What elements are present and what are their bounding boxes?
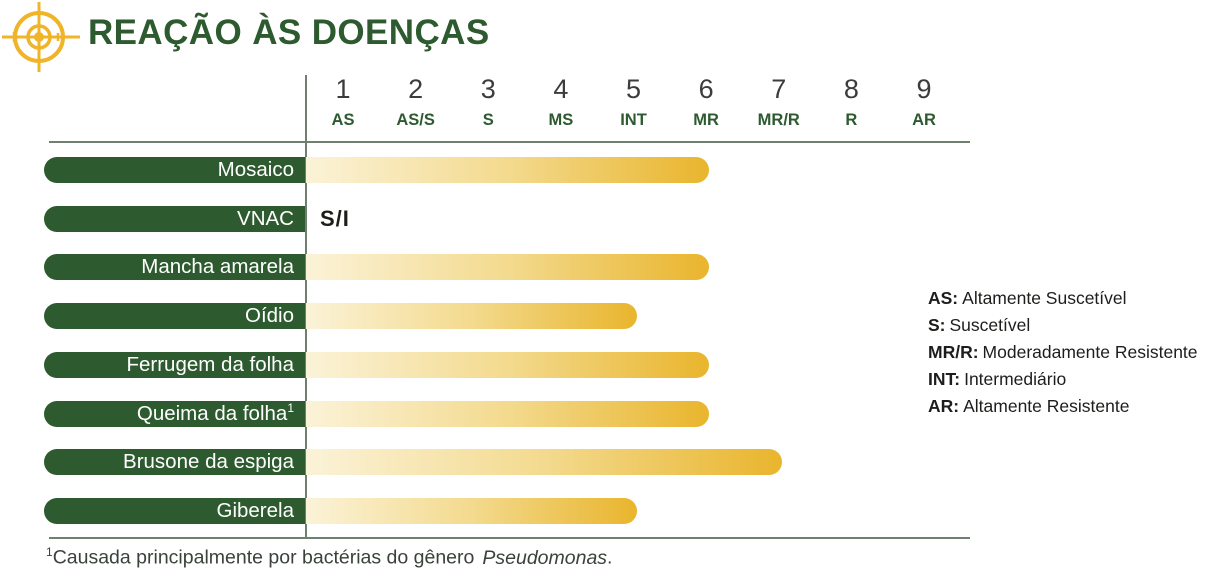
legend-abbr: INT:: [928, 369, 961, 389]
score-bar: [306, 401, 709, 427]
legend-item: AS: Altamente Suscetível: [928, 285, 1198, 312]
axis-tick-label: AS/S: [396, 111, 435, 129]
disease-label-pill: Queima da folha1: [44, 401, 305, 427]
footnote-sup: 1: [46, 545, 53, 559]
disease-label-pill: Brusone da espiga: [44, 449, 305, 475]
score-bar: [306, 157, 709, 183]
score-bar: [306, 352, 709, 378]
axis-tick-label: AS: [331, 111, 355, 129]
disease-row: Giberela: [0, 498, 1205, 524]
disease-label: Ferrugem da folha: [126, 353, 294, 376]
footnote: 1Causada principalmente por bactérias do…: [46, 545, 612, 570]
disease-label: VNAC: [237, 207, 294, 230]
axis-tick-label: MR: [693, 111, 719, 129]
axis-tick-number: 4: [553, 74, 569, 104]
legend-text: Suscetível: [949, 315, 1031, 335]
axis-tick: 5 INT: [598, 74, 670, 129]
axis-top-rule: [49, 141, 970, 143]
axis-tick-label: S: [482, 111, 494, 129]
target-crosshair-icon: [2, 2, 80, 72]
footnote-text: Causada principalmente por bactérias do …: [52, 546, 475, 569]
disease-row: Mosaico: [0, 157, 1205, 183]
footnote-genus: Pseudomonas: [482, 546, 608, 569]
legend-text: Intermediário: [964, 369, 1067, 389]
axis-tick-number: 8: [843, 74, 859, 104]
axis-tick: 1 AS: [307, 74, 379, 129]
axis-tick-number: 3: [480, 74, 496, 104]
footnote-period: .: [607, 546, 613, 569]
disease-row: Mancha amarela: [0, 254, 1205, 280]
legend-abbr: S:: [928, 315, 946, 335]
disease-label: Brusone da espiga: [123, 450, 294, 473]
axis-tick-label: R: [845, 111, 858, 129]
disease-label-pill: Oídio: [44, 303, 305, 329]
disease-label: Oídio: [245, 304, 294, 327]
axis-tick-number: 6: [698, 74, 714, 104]
legend-item: S: Suscetível: [928, 312, 1198, 339]
score-bar: [306, 303, 637, 329]
axis-tick: 9 AR: [888, 74, 960, 129]
axis-tick-number: 7: [771, 74, 787, 104]
axis-vertical-rule: [305, 75, 307, 538]
legend: AS: Altamente Suscetível S: Suscetível MR/…: [928, 285, 1198, 420]
legend-text: Altamente Suscetível: [962, 288, 1127, 308]
legend-item: MR/R: Moderadamente Resistente: [928, 339, 1198, 366]
disease-label-pill: Mancha amarela: [44, 254, 305, 280]
disease-row: Ferrugem da folha: [0, 352, 1205, 378]
disease-label: Mancha amarela: [141, 255, 294, 278]
axis-tick-number: 9: [916, 74, 932, 104]
score-bar: [306, 498, 637, 524]
disease-label: Giberela: [216, 499, 295, 522]
disease-label-pill: Mosaico: [44, 157, 305, 183]
score-bar: [306, 254, 709, 280]
score-bar: [306, 449, 782, 475]
axis-tick: 7 MR/R: [743, 74, 815, 129]
axis-tick-number: 5: [625, 74, 642, 104]
axis-tick-label: MS: [548, 111, 574, 129]
axis-tick-label: AR: [912, 111, 936, 129]
disease-row: VNAC S/I: [0, 206, 1205, 232]
disease-row: Queima da folha1: [0, 401, 1205, 427]
axis-tick: 4 MS: [525, 74, 597, 129]
disease-label: Mosaico: [217, 158, 294, 181]
page-title: REAÇÃO ÀS DOENÇAS: [88, 13, 490, 52]
disease-row: Brusone da espiga: [0, 449, 1205, 475]
legend-abbr: MR/R:: [928, 342, 979, 362]
legend-abbr: AR:: [928, 396, 960, 416]
legend-abbr: AS:: [928, 288, 959, 308]
axis-tick: 6 MR: [670, 74, 742, 129]
disease-label-pill: VNAC: [44, 206, 305, 232]
axis-tick-number: 1: [335, 74, 351, 104]
si-note: S/I: [320, 206, 350, 231]
disease-label-pill: Giberela: [44, 498, 305, 524]
legend-text: Altamente Resistente: [963, 396, 1130, 416]
legend-item: AR: Altamente Resistente: [928, 393, 1198, 420]
axis-tick: 2 AS/S: [380, 74, 452, 129]
legend-item: INT: Intermediário: [928, 366, 1198, 393]
axis-tick-label: MR/R: [757, 111, 800, 129]
disease-label: Queima da folha1: [136, 401, 294, 425]
disease-row: Oídio: [0, 303, 1205, 329]
axis-bottom-rule: [49, 537, 970, 539]
legend-text: Moderadamente Resistente: [982, 342, 1198, 362]
axis-tick-number: 2: [408, 74, 424, 104]
axis-tick-label: INT: [620, 111, 647, 129]
axis-tick: 8 R: [815, 74, 887, 129]
axis-tick: 3 S: [452, 74, 524, 129]
disease-label-pill: Ferrugem da folha: [44, 352, 305, 378]
